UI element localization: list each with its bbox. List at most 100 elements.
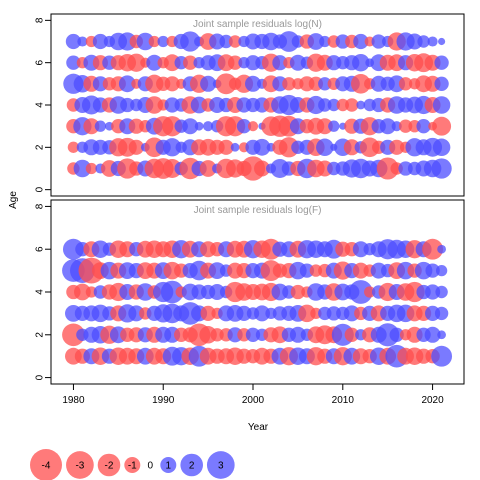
bubble-point <box>203 121 214 132</box>
bubble-point <box>432 116 452 136</box>
bubble-point <box>328 120 340 132</box>
legend-label: -2 <box>105 461 114 472</box>
y-axis-title: Age <box>8 191 19 209</box>
x-tick-label: 1990 <box>152 395 175 406</box>
bubble-point <box>353 33 369 50</box>
legend-label: -4 <box>42 461 51 472</box>
bubble-point <box>247 121 259 132</box>
bubble-point <box>406 33 423 50</box>
bubble-point <box>73 159 92 178</box>
bubble-point <box>316 138 334 157</box>
legend-item: -3 <box>66 451 94 479</box>
bubble-point <box>128 139 144 155</box>
bubble-point <box>319 35 331 48</box>
bubble-point <box>236 305 252 321</box>
legend-item: -2 <box>97 453 121 477</box>
bubble-point <box>299 263 315 278</box>
legend-item: -4 <box>30 449 62 480</box>
bubble-point <box>245 75 261 92</box>
legend-label: 2 <box>189 461 195 472</box>
bubble-point <box>318 77 332 91</box>
bubble-point <box>289 326 306 343</box>
bubble-point <box>157 35 169 48</box>
bubble-point <box>227 55 243 70</box>
bubble-point <box>437 244 446 254</box>
bubble-point <box>148 35 160 48</box>
bubble-point <box>182 118 199 135</box>
legend-item: -1 <box>124 457 141 473</box>
bubble-point <box>427 36 438 47</box>
bubble-point <box>245 327 261 342</box>
bubble-point <box>163 138 182 157</box>
bubble-point <box>183 55 198 70</box>
bubble-point <box>298 304 316 323</box>
panel-1: Joint sample residuals log(N) 0 2 4 6 8 <box>35 13 465 197</box>
bubble-point <box>391 121 402 132</box>
x-tick-label: 1980 <box>62 395 85 406</box>
bubble-point <box>351 74 371 94</box>
bubble-point <box>65 33 81 50</box>
y-tick-label: 0 <box>35 374 46 380</box>
legend-bubble <box>206 451 235 479</box>
bubble-point <box>219 34 233 49</box>
bubble-point <box>180 31 201 52</box>
bubble-point <box>62 323 85 347</box>
bubble-point <box>398 77 413 91</box>
bubble-point <box>200 75 217 92</box>
bubble-point <box>77 36 88 47</box>
bubble-point <box>290 284 306 300</box>
bubble-point <box>316 118 333 135</box>
bubble-point <box>83 118 100 135</box>
bubble-point <box>364 286 376 298</box>
bubble-point <box>434 55 449 70</box>
bubble-point <box>352 241 369 258</box>
legend-bubble <box>30 449 62 480</box>
bubble-point <box>253 138 271 156</box>
x-axis-title: Year <box>248 422 269 433</box>
bubble-point <box>127 53 146 72</box>
legend-item: 2 <box>180 453 204 477</box>
bubbles <box>62 238 453 368</box>
bubbles <box>63 31 452 181</box>
bubble-point <box>254 305 270 322</box>
bubble-point <box>422 238 444 260</box>
panel-2: Joint sample residuals log(F) 0 2 4 6 8 1980 19… <box>35 199 465 406</box>
x-tick-label: 2010 <box>332 395 355 406</box>
bubble-point <box>145 96 164 114</box>
legend-label: 0 <box>148 461 154 472</box>
bubble-point <box>160 280 184 304</box>
bubble-point <box>282 77 296 91</box>
bubble-point <box>431 158 452 179</box>
bubble-point <box>318 98 332 112</box>
x-tick-label: 2000 <box>242 395 265 406</box>
y-tick-label: 0 <box>35 186 46 192</box>
y-tick-label: 4 <box>35 289 46 295</box>
x-tick-label: 2020 <box>421 395 444 406</box>
bubble-point <box>310 307 322 320</box>
bubble-point <box>376 157 399 180</box>
y-tick-label: 4 <box>35 102 46 108</box>
bubble-point <box>379 118 396 135</box>
legend-label: 3 <box>218 461 224 472</box>
bubble-point <box>289 54 306 71</box>
bubble-point <box>208 262 226 279</box>
bubble-legend: -4 -3 -2 -1 0 1 2 3 <box>30 449 235 480</box>
bubble-point <box>417 35 430 48</box>
bubble-point <box>199 160 217 177</box>
legend-label: -3 <box>75 461 84 472</box>
bubble-point <box>434 76 449 91</box>
bubble-point <box>74 283 91 301</box>
bubble-point <box>146 54 163 71</box>
legend-bubble <box>66 451 94 479</box>
bubble-point <box>194 121 204 131</box>
bubble-point <box>120 97 135 113</box>
bubble-point <box>136 32 155 51</box>
bubble-point <box>228 35 242 48</box>
bubble-point <box>371 34 386 49</box>
panel-title: Joint sample residuals log(F) <box>194 205 322 216</box>
bubble-point <box>389 139 405 155</box>
bubble-point <box>327 98 340 112</box>
bubble-point <box>425 284 441 300</box>
bubble-point <box>128 305 145 322</box>
